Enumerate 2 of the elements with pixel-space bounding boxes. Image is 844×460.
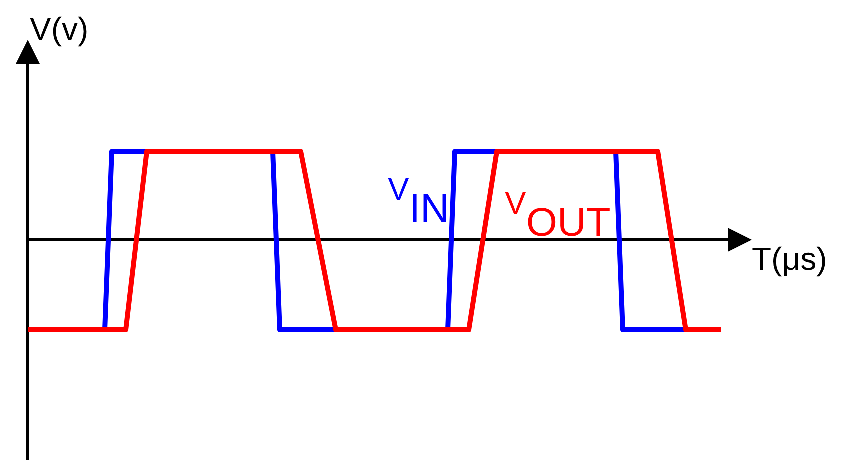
x-axis-title: T(μs) [752, 241, 828, 277]
y-axis-title: V(v) [30, 11, 89, 47]
